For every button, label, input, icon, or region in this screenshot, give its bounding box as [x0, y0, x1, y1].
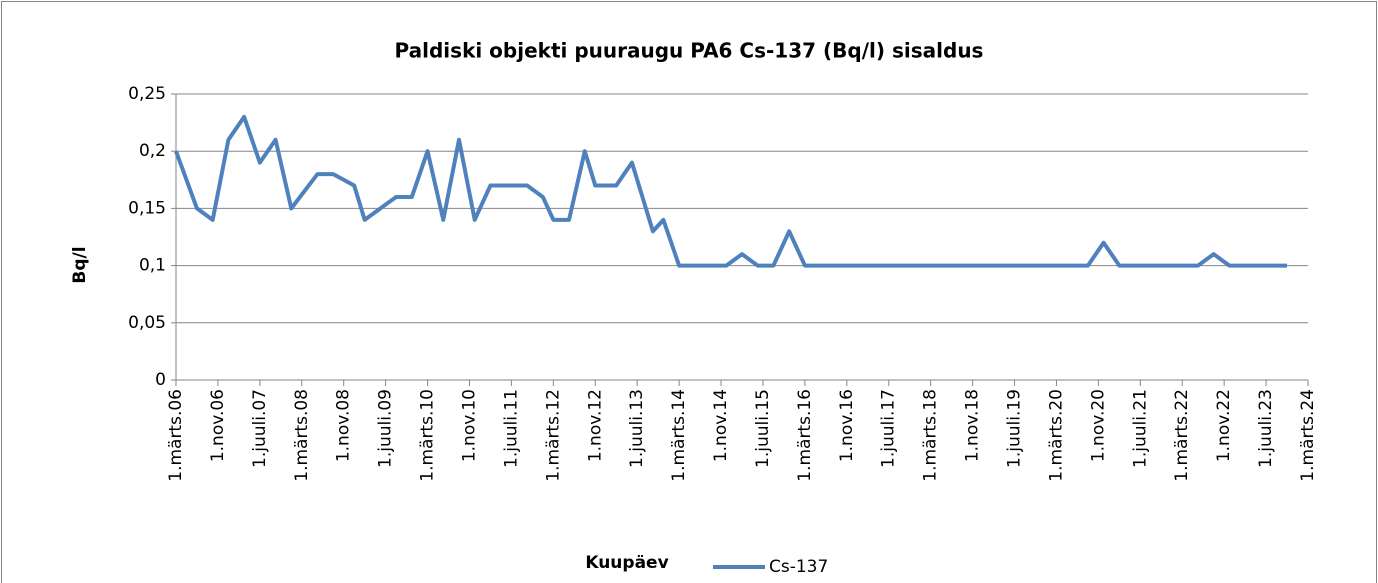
x-tick-label: 1.nov.20	[1088, 389, 1108, 462]
y-axis-label: Bq/l	[70, 246, 90, 283]
x-tick-label: 1.juuli.13	[627, 389, 647, 468]
x-axis-label: Kuupäev	[585, 553, 668, 573]
x-tick-label: 1.nov.14	[711, 389, 731, 462]
x-tick-label: 1.märts.24	[1298, 389, 1318, 482]
x-tick-label: 1.nov.08	[334, 389, 354, 462]
x-tick-label: 1.nov.12	[585, 389, 605, 462]
y-tick-label: 0,25	[128, 84, 166, 104]
x-tick-label: 1.märts.06	[166, 389, 186, 482]
x-tick-label: 1.nov.22	[1214, 389, 1234, 462]
data-line	[174, 114, 1288, 268]
x-tick-label: 1.juuli.09	[376, 389, 396, 468]
chart-title: Paldiski objekti puuraugu PA6 Cs-137 (Bq…	[395, 39, 984, 63]
y-tick-label: 0,15	[128, 198, 166, 218]
x-tick-label: 1.juuli.17	[879, 389, 899, 468]
x-tick-label: 1.nov.10	[459, 389, 479, 462]
x-tick-label: 1.juuli.07	[250, 389, 270, 468]
y-tick-label: 0,1	[139, 256, 166, 276]
y-tick-label: 0,05	[128, 313, 166, 333]
x-tick-label: 1.märts.18	[921, 389, 941, 482]
x-tick-label: 1.märts.10	[418, 389, 438, 482]
x-tick-label: 1.märts.08	[292, 389, 312, 482]
x-tick-label: 1.juuli.23	[1256, 389, 1276, 468]
x-tick-label: 1.juuli.15	[753, 389, 773, 468]
x-tick-label: 1.juuli.11	[501, 389, 521, 468]
x-tick-label: 1.nov.16	[837, 389, 857, 462]
x-tick-label: 1.juuli.19	[1005, 389, 1025, 468]
x-tick-label: 1.juuli.21	[1130, 389, 1150, 468]
x-tick-label: 1.märts.12	[543, 389, 563, 482]
y-tick-label: 0,2	[139, 141, 166, 161]
x-tick-label: 1.märts.20	[1046, 389, 1066, 482]
x-tick-label: 1.märts.22	[1172, 389, 1192, 482]
x-tick-label: 1.märts.16	[795, 389, 815, 482]
legend-label: Cs-137	[769, 557, 828, 577]
x-tick-label: 1.nov.18	[963, 389, 983, 462]
x-tick-label: 1.nov.06	[208, 389, 228, 462]
x-tick-label: 1.märts.14	[669, 389, 689, 482]
y-tick-label: 0	[155, 370, 166, 390]
